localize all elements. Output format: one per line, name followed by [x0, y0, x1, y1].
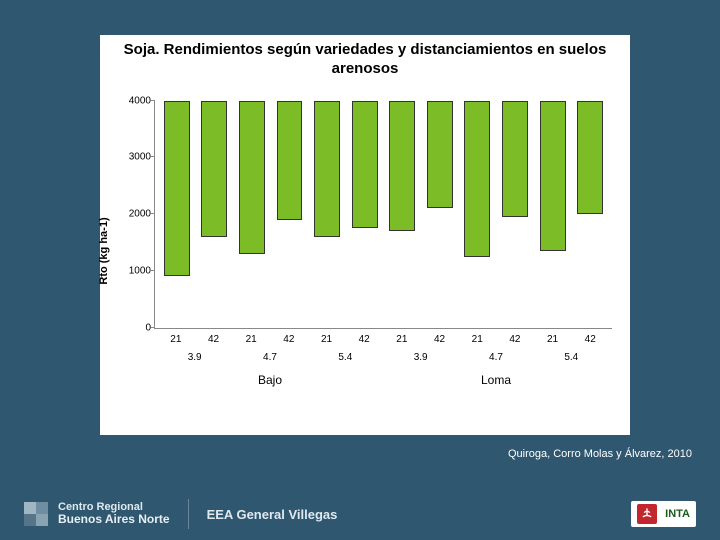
x-distance-label: 21 — [461, 334, 493, 345]
x-distance-label: 42 — [574, 334, 606, 345]
x-variety-label: 3.9 — [386, 352, 455, 363]
bar-slot — [499, 101, 531, 328]
bar — [389, 101, 415, 232]
y-tick-label: 4000 — [117, 95, 151, 106]
x-distance-label: 21 — [160, 334, 192, 345]
footer-region-l2: Buenos Aires Norte — [58, 513, 170, 526]
plot-region: 01000200030004000 — [154, 101, 612, 329]
bar-slot — [274, 101, 306, 328]
bar-slot — [349, 101, 381, 328]
x-distance-label: 21 — [311, 334, 343, 345]
x-distance-label: 42 — [424, 334, 456, 345]
x-variety-label: 4.7 — [461, 352, 530, 363]
x-distance-label: 21 — [235, 334, 267, 345]
bar — [277, 101, 303, 220]
bar — [502, 101, 528, 217]
x-row-terrain: Bajo Loma — [154, 373, 612, 387]
centro-regional-logo-icon — [24, 502, 48, 526]
bar — [314, 101, 340, 237]
chart-area: Rto (kg ha-1) 01000200030004000 21422142… — [112, 101, 618, 401]
bar-slot — [537, 101, 569, 328]
bar — [201, 101, 227, 237]
inta-logo-icon — [637, 504, 657, 524]
footer-left: Centro Regional Buenos Aires Norte EEA G… — [24, 499, 337, 529]
y-tick-label: 1000 — [117, 265, 151, 276]
y-axis-label: Rto (kg ha-1) — [98, 217, 110, 284]
bar-slot — [462, 101, 494, 328]
y-tick-label: 0 — [117, 322, 151, 333]
x-distance-label: 21 — [386, 334, 418, 345]
footer-right: INTA — [631, 501, 696, 527]
bar — [577, 101, 603, 215]
x-variety-label: 3.9 — [160, 352, 229, 363]
footer-region-text: Centro Regional Buenos Aires Norte — [58, 502, 170, 526]
citation: Quiroga, Corro Molas y Álvarez, 2010 — [508, 448, 692, 460]
x-variety-label: 5.4 — [537, 352, 606, 363]
x-row-distance: 21 42 21 42 21 42 21 42 21 42 21 42 — [154, 334, 612, 345]
bar — [164, 101, 190, 277]
bar-slot — [311, 101, 343, 328]
x-terrain-label: Loma — [386, 373, 606, 387]
x-terrain-label: Bajo — [160, 373, 380, 387]
bar-slot — [574, 101, 606, 328]
bar — [239, 101, 265, 254]
x-row-variety: 3.9 4.7 5.4 3.9 4.7 5.4 — [154, 352, 612, 363]
bars-row — [155, 101, 612, 328]
bar — [427, 101, 453, 209]
footer-separator — [188, 499, 189, 529]
y-tick-label: 2000 — [117, 209, 151, 220]
inta-text: INTA — [665, 508, 690, 520]
bar — [540, 101, 566, 251]
bar-slot — [424, 101, 456, 328]
x-distance-label: 42 — [499, 334, 531, 345]
chart-title: Soja. Rendimientos según variedades y di… — [100, 35, 630, 83]
bar — [352, 101, 378, 229]
x-distance-label: 21 — [537, 334, 569, 345]
bar-slot — [161, 101, 193, 328]
footer-station: EEA General Villegas — [207, 507, 338, 522]
x-distance-label: 42 — [273, 334, 305, 345]
x-distance-label: 42 — [198, 334, 230, 345]
bar-slot — [199, 101, 231, 328]
content-panel: Soja. Rendimientos según variedades y di… — [100, 35, 630, 435]
bar-slot — [236, 101, 268, 328]
bar-slot — [386, 101, 418, 328]
y-tick-label: 3000 — [117, 152, 151, 163]
x-distance-label: 42 — [348, 334, 380, 345]
bar — [464, 101, 490, 257]
x-variety-label: 5.4 — [311, 352, 380, 363]
x-variety-label: 4.7 — [235, 352, 304, 363]
footer: Centro Regional Buenos Aires Norte EEA G… — [0, 488, 720, 540]
